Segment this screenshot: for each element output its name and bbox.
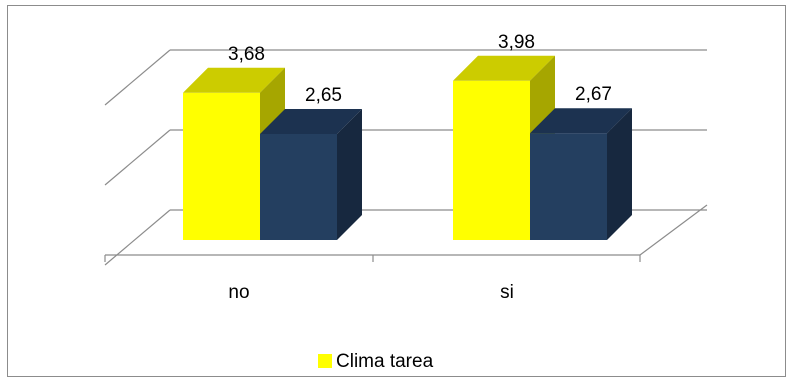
gridline-side-2 <box>104 49 171 106</box>
x-tick-label-si: si <box>500 282 514 303</box>
floor-right-edge <box>639 204 708 256</box>
data-label-1-0: 2,65 <box>305 85 342 106</box>
bar-1-0-front <box>260 134 337 240</box>
bar-1-0-top <box>260 109 362 134</box>
bar-1-1-top <box>530 108 632 134</box>
bar-1-1-side <box>607 108 632 240</box>
legend-swatch-0 <box>318 354 332 368</box>
data-label-1-1: 2,67 <box>575 84 612 105</box>
gridline-side-0 <box>104 209 171 266</box>
legend-label-0: Clima tarea <box>336 351 434 372</box>
bar-1-1-front <box>530 133 607 240</box>
bar-0-0-front <box>183 92 260 240</box>
bar-0-1-front <box>453 80 530 240</box>
chart-frame <box>7 5 786 377</box>
data-label-0-0: 3,68 <box>228 44 265 65</box>
gridline-side-1 <box>104 129 171 186</box>
bar-0-1-top <box>453 55 555 81</box>
bar-0-0-top <box>183 67 285 93</box>
data-label-0-1: 3,98 <box>498 32 535 53</box>
bar-1-0-side <box>337 109 362 240</box>
x-tick-label-no: no <box>228 282 249 303</box>
